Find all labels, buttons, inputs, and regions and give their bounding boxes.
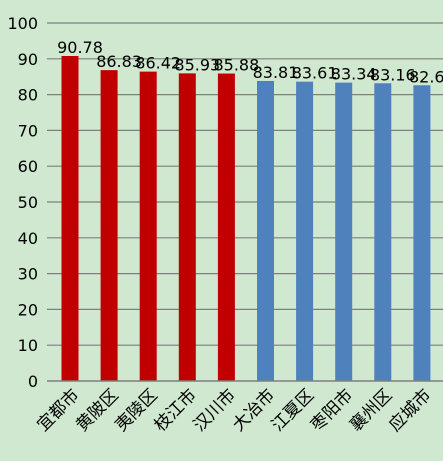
- y-tick-label: 50: [18, 193, 38, 212]
- bar: [61, 56, 79, 381]
- data-label: 90.78: [57, 38, 103, 57]
- y-tick-label: 70: [18, 121, 38, 140]
- data-label: 86.83: [96, 52, 142, 71]
- bar: [178, 73, 196, 381]
- x-category-label: 应城市: [385, 385, 435, 435]
- x-category-label: 黄陂区: [72, 385, 122, 435]
- bar: [413, 85, 431, 382]
- y-tick-label: 80: [18, 86, 38, 105]
- x-category-label: 宜都市: [33, 385, 83, 435]
- y-tick-label: 20: [18, 300, 38, 319]
- bar: [335, 82, 353, 382]
- y-tick-label: 100: [7, 14, 38, 33]
- data-label: 83.61: [292, 64, 338, 83]
- y-tick-label: 10: [18, 336, 38, 355]
- x-category-label: 襄州区: [345, 385, 396, 436]
- data-label: 86.42: [135, 54, 181, 73]
- y-tick-label: 0: [28, 372, 38, 391]
- y-axis-ticks: 0 10 20 30 40 50 60 70 80 90 100: [7, 14, 38, 391]
- y-tick-label: 60: [18, 157, 38, 176]
- bar: [257, 80, 274, 381]
- y-tick-label: 40: [18, 229, 38, 248]
- data-label: 83.16: [370, 65, 416, 84]
- bar: [296, 81, 314, 381]
- x-category-label: 夷陵区: [112, 385, 162, 435]
- data-label: 82.61: [409, 67, 443, 86]
- y-tick-label: 90: [18, 50, 38, 69]
- bars: [61, 56, 431, 382]
- x-category-label: 江夏区: [268, 385, 318, 435]
- bar: [139, 71, 157, 382]
- data-label: 85.93: [174, 55, 220, 74]
- data-labels: 90.7886.8386.4285.9385.8883.8183.6183.34…: [57, 38, 443, 86]
- data-label: 83.81: [253, 63, 299, 82]
- bar: [217, 73, 235, 382]
- x-category-label: 大冶市: [229, 385, 279, 435]
- y-tick-label: 30: [18, 265, 38, 284]
- x-category-label: 枣阳市: [307, 385, 357, 435]
- bar: [100, 70, 118, 382]
- data-label: 83.34: [331, 65, 377, 84]
- x-category-label: 枝江市: [151, 385, 201, 435]
- data-label: 85.88: [213, 56, 259, 75]
- bar: [374, 83, 392, 381]
- x-category-label: 汉川市: [190, 385, 240, 435]
